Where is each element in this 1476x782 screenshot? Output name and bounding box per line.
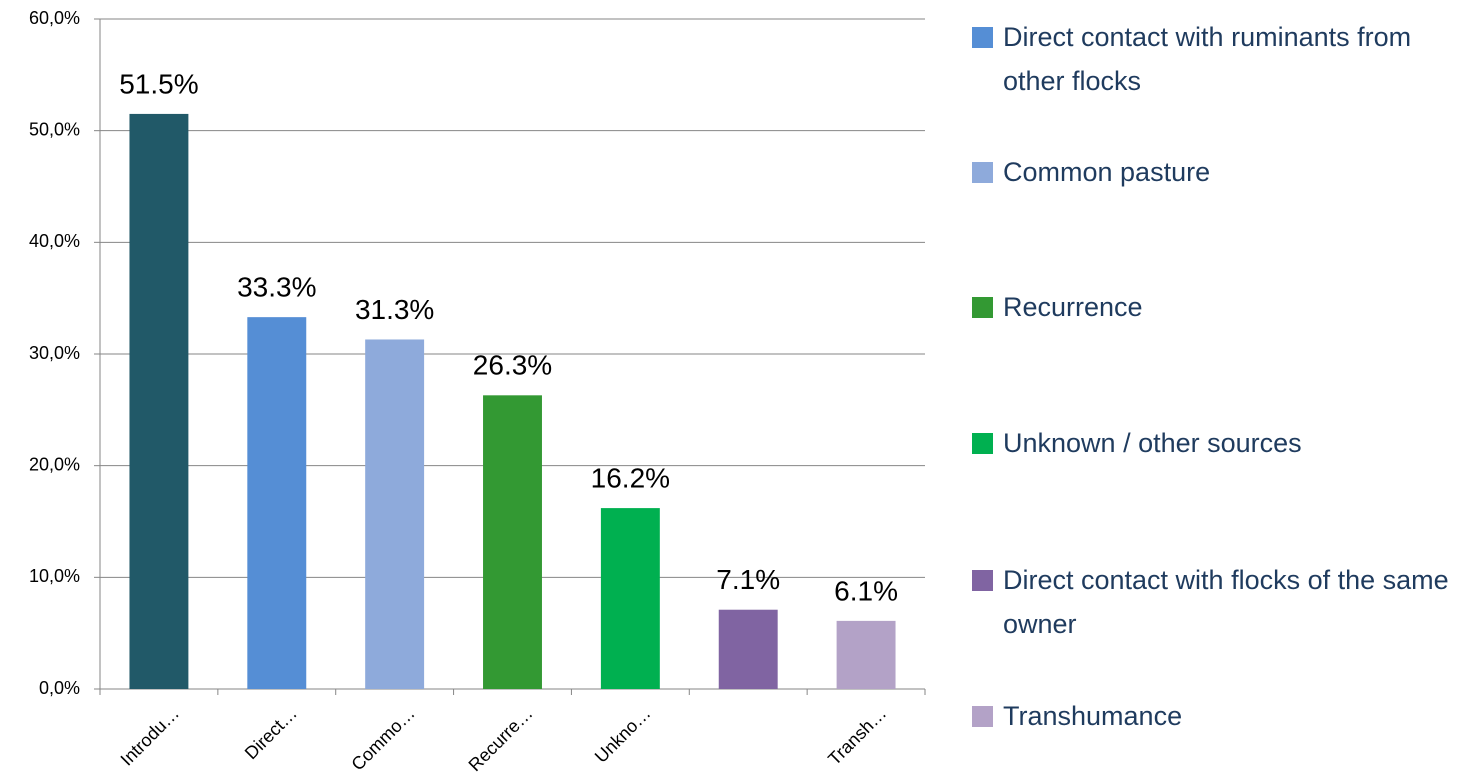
x-tick-label: Direct… — [241, 703, 301, 763]
value-label: 7.1% — [716, 564, 780, 595]
y-tick-label: 10,0% — [29, 566, 80, 586]
value-label: 51.5% — [119, 68, 198, 99]
legend-label: Direct contact with ruminants from other… — [1003, 22, 1412, 96]
y-tick-label: 50,0% — [29, 119, 80, 139]
bar — [718, 609, 778, 689]
legend-label: Common pasture — [1003, 157, 1211, 187]
x-tick-label: Recurre… — [465, 703, 537, 775]
legend-label: Unknown / other sources — [1003, 428, 1302, 458]
value-label: 33.3% — [237, 272, 316, 303]
bar — [483, 395, 542, 689]
legend-swatch — [972, 27, 993, 48]
value-label: 6.1% — [834, 575, 898, 606]
y-tick-label: 0,0% — [39, 678, 80, 698]
bar — [247, 317, 307, 689]
x-tick-label: Transh… — [824, 703, 890, 769]
legend-swatch — [972, 162, 993, 183]
bar — [836, 620, 896, 689]
chart: 0,0% 10,0% 20,0% 30,0% 40,0% 50,0% 60,0% Introd… — [29, 8, 926, 775]
y-tick-label: 40,0% — [29, 231, 80, 251]
legend-swatch — [972, 706, 993, 727]
x-tick-label: Unkno… — [591, 703, 655, 767]
bar — [129, 113, 189, 689]
y-tick-label: 60,0% — [29, 8, 80, 28]
legend-swatch — [972, 297, 993, 318]
bar — [365, 339, 425, 689]
legend-swatch — [972, 433, 993, 454]
legend-label: Recurrence — [1003, 292, 1143, 322]
value-label: 26.3% — [473, 350, 552, 381]
value-label: 31.3% — [355, 294, 434, 325]
y-tick-label: 20,0% — [29, 454, 80, 474]
y-tick-label: 30,0% — [29, 343, 80, 363]
x-tick-label: Commo… — [347, 703, 418, 774]
legend-swatch — [972, 570, 993, 591]
x-tick-label: Introdu… — [117, 703, 184, 770]
legend-label: Direct contact with flocks of the same o… — [1003, 565, 1449, 639]
legend-label: Transhumance — [1003, 701, 1183, 731]
bar — [600, 508, 660, 689]
value-label: 16.2% — [591, 462, 670, 493]
